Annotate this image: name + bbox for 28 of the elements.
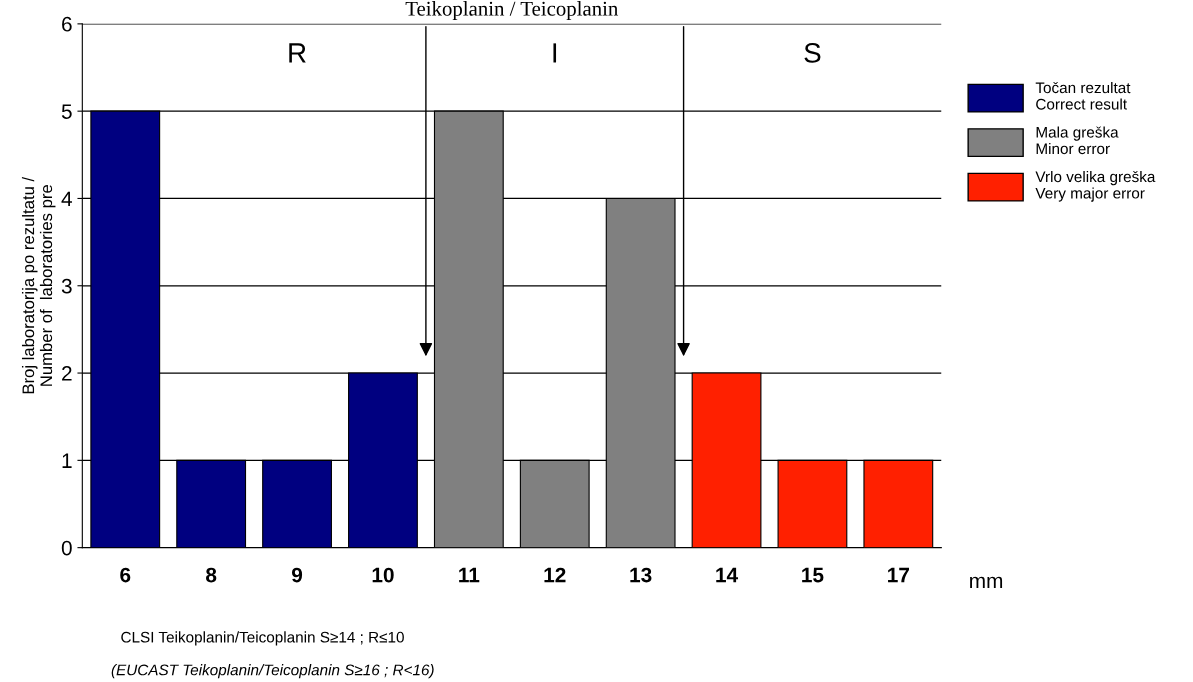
annotation: S: [804, 43, 821, 63]
x-tick-label: 14: [716, 567, 739, 583]
y-tick-label: 5: [61, 104, 72, 119]
y-tick-label: 4: [61, 191, 72, 207]
y-tick-label: 2: [62, 366, 72, 381]
legend-label: Točan rezultat Correct result: [1035, 81, 1131, 110]
x-tick-label: 13: [630, 567, 652, 583]
x-tick-label: 12: [544, 567, 566, 583]
y-tick-label: 0: [61, 540, 72, 556]
x-tick-label: 17: [888, 567, 909, 583]
x-tick-label: 15: [802, 567, 824, 583]
x-tick-label: 9: [291, 567, 303, 583]
x-tick-label: 6: [120, 567, 131, 583]
text: CLSI Teikoplanin/Teicoplanin S≥14 ; R≤10: [121, 631, 404, 646]
y-tick-label: 3: [61, 278, 72, 294]
x-tick-label: 10: [372, 567, 394, 583]
chart-title: Teikoplanin / Teicoplanin: [405, 1, 619, 20]
legend-label: Vrlo velika greška Very major error: [1035, 170, 1156, 202]
x-tick-label: 8: [206, 567, 217, 583]
y-tick-label: 1: [62, 453, 72, 468]
text: mm: [970, 576, 1003, 588]
annotation: I: [553, 43, 557, 63]
y-axis-title: Broj laboratorija po rezultatu / Number of laboratories pre: [21, 176, 56, 394]
x-tick-label: 11: [459, 567, 480, 583]
legend-label: Mala greška Minor error: [1036, 126, 1119, 155]
text: (EUCAST Teikoplanin/Teicoplanin S≥16 ; R<16): [111, 664, 434, 679]
annotation: R: [289, 43, 306, 63]
y-tick-label: 6: [62, 16, 72, 32]
